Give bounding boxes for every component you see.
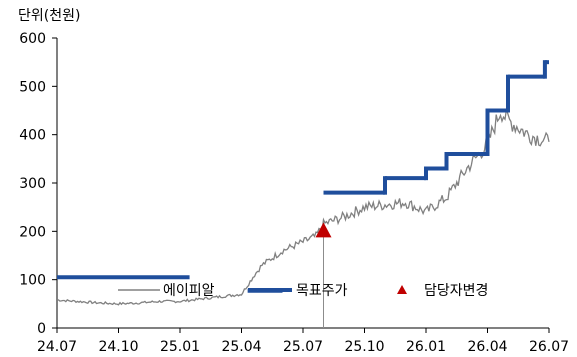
legend: 에이피알 목표주가 담당자변경: [118, 283, 488, 299]
x-tick-label: 25.10: [344, 339, 384, 355]
x-tick-label: 26.01: [406, 339, 446, 355]
x-tick-label: 25.07: [283, 339, 323, 355]
unit-label: 단위(천원): [18, 8, 81, 24]
legend-label-change: 담당자변경: [424, 283, 488, 299]
y-tick-label: 400: [19, 128, 46, 144]
legend-swatch-change: [397, 285, 407, 294]
legend-label-target: 목표주가: [296, 283, 348, 299]
legend-label-price: 에이피알: [163, 283, 215, 299]
x-tick-label: 24.10: [98, 339, 138, 355]
y-tick-label: 200: [19, 224, 46, 240]
series-layer: [56, 60, 550, 306]
y-tick-label: 600: [19, 31, 46, 47]
y-tick-label: 100: [19, 273, 46, 289]
change-marker: [315, 222, 332, 238]
y-tick-label: 500: [19, 79, 46, 95]
x-tick-label: 25.04: [221, 339, 261, 355]
price-line: [56, 109, 550, 306]
marker-layer: [315, 222, 332, 328]
y-tick-label: 300: [19, 176, 46, 192]
x-tick-label: 24.07: [37, 339, 77, 355]
x-tick-label: 25.01: [160, 339, 200, 355]
x-tick-label: 26.07: [529, 339, 569, 355]
axes: 0 100 200 300 400 500 600 24.07 24.10 25.01 25.04 2…: [19, 31, 569, 355]
y-tick-label: 0: [37, 321, 46, 337]
x-tick-label: 26.04: [467, 339, 507, 355]
